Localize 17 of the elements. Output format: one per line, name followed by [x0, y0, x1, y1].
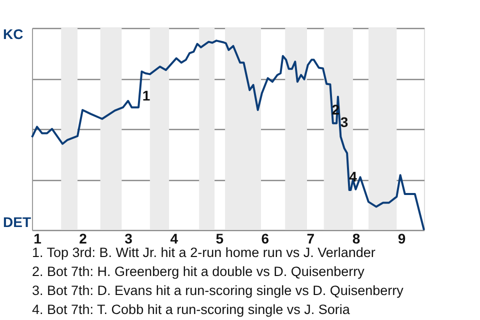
x-tick-label: 2	[79, 230, 88, 246]
text: 1. Top 3rd: B. Witt Jr. hit a 2-run home run vs J. Verlander	[32, 245, 376, 260]
text: 4. Bot 7th: T. Cobb hit a run-scoring single vs J. Soria	[32, 302, 350, 317]
x-tick-label: 5	[216, 230, 224, 246]
x-tick-label: 9	[398, 230, 406, 246]
x-tick-label: 8	[352, 230, 360, 246]
annotation: 1	[142, 88, 150, 104]
annotation: 3	[340, 114, 348, 130]
x-tick-label: 4	[170, 230, 178, 246]
text: 3. Bot 7th: D. Evans hit a run-scoring single vs D. Quisenberry	[32, 283, 404, 298]
text: DET	[3, 214, 32, 230]
text: KC	[3, 26, 24, 42]
x-tick-label: 1	[34, 230, 42, 246]
x-tick-label: 6	[261, 230, 270, 246]
text: 2. Bot 7th: H. Greenberg hit a double vs D. Quisenberry	[32, 264, 365, 279]
x-tick-label: 3	[124, 230, 133, 246]
x-tick-label: 7	[306, 230, 315, 246]
